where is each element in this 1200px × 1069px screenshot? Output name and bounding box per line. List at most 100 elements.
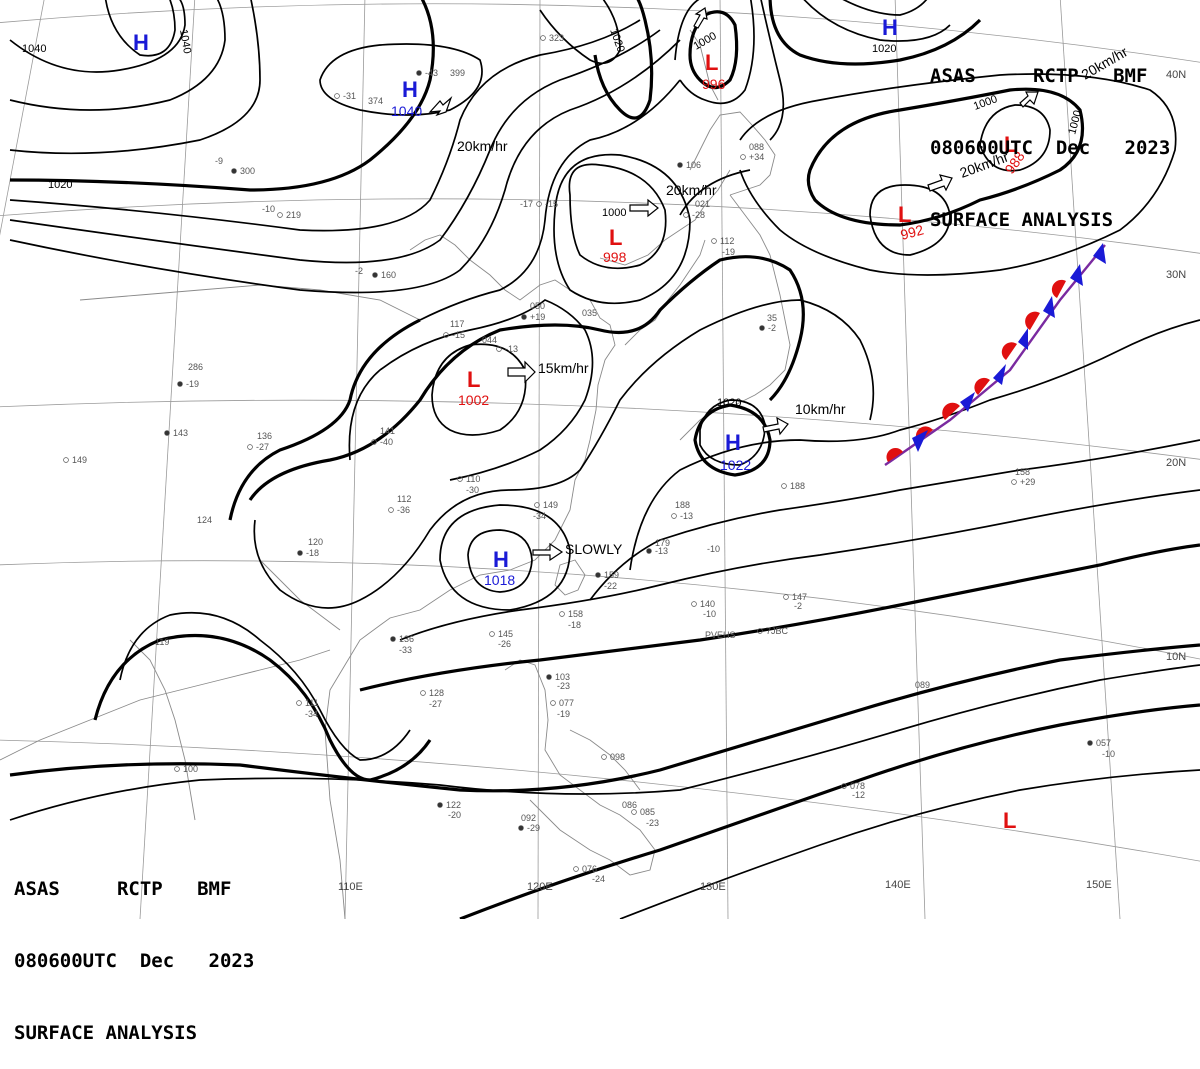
low-center-value: 1002 — [458, 392, 489, 408]
coordinate-labels: 40N 30N 20N 10N 110E 120E 130E 140E 150E — [338, 69, 1186, 893]
station-value: -13 — [680, 511, 693, 521]
low-center-symbol: L — [609, 225, 622, 250]
station-value: 086 — [622, 800, 637, 810]
station-value: 143 — [173, 428, 188, 438]
station-marker — [841, 783, 847, 789]
station-value: -2 — [355, 266, 363, 276]
station-value: 110 — [466, 474, 480, 484]
station-value: 140 — [700, 599, 715, 609]
station-value: -15 — [452, 330, 465, 340]
graticule — [0, 0, 1200, 919]
station-value: -13 — [655, 546, 668, 556]
station-value: 112 — [720, 236, 734, 246]
station-marker — [573, 866, 579, 872]
station-marker — [420, 690, 426, 696]
header-token: 080600UTC — [14, 950, 117, 972]
station-value: PVEHS — [705, 630, 736, 640]
station-value: -24 — [592, 874, 605, 884]
arrow-h1040 — [428, 96, 453, 117]
header-token: ASAS — [930, 65, 976, 87]
station-value: -18 — [568, 620, 581, 630]
stationary-front — [884, 243, 1106, 466]
isobar-label: 1040 — [177, 28, 193, 54]
station-value: 098 — [610, 752, 625, 762]
station-marker — [631, 809, 637, 815]
header-token: RCTP — [116, 878, 163, 900]
station-value: -40 — [380, 437, 393, 447]
high-center-value: 1018 — [484, 572, 515, 588]
station-value: 111 — [305, 698, 319, 708]
station-value: 145 — [498, 629, 513, 639]
station-marker — [63, 457, 69, 463]
station-value: 158 — [1015, 467, 1030, 477]
latitude-label: 30N — [1166, 269, 1186, 281]
station-value: 085 — [640, 807, 655, 817]
station-value: 147 — [792, 592, 807, 602]
station-marker — [677, 162, 683, 168]
station-value: -22 — [604, 581, 617, 591]
header-token: ASAS — [14, 878, 60, 900]
station-value: -17 — [520, 199, 533, 209]
movement-speed: 20km/hr — [666, 182, 717, 198]
station-value: -18 — [306, 548, 319, 558]
header-token: Dec — [139, 950, 175, 972]
station-marker — [277, 212, 283, 218]
station-marker — [437, 802, 443, 808]
station-value: 149 — [543, 500, 558, 510]
movement-speed: 20km/hr — [457, 138, 508, 154]
station-value: -27 — [429, 699, 442, 709]
high-center-symbol: H — [493, 547, 509, 572]
station-value: 219 — [286, 210, 301, 220]
station-marker — [783, 594, 789, 600]
coastlines — [0, 29, 791, 919]
isobars — [9, 0, 1200, 919]
longitude-label: 110E — [338, 881, 363, 893]
arrow-l988 — [1019, 91, 1039, 108]
station-value: 374 — [368, 96, 383, 106]
station-value: 188 — [675, 500, 690, 510]
station-value: -23 — [557, 681, 570, 691]
header-token: Dec — [1055, 137, 1091, 159]
station-marker — [489, 631, 495, 637]
header-line-2: 080600UTC Dec 2023 — [14, 949, 254, 973]
low-center-symbol: L — [1004, 132, 1017, 157]
surface-analysis-map: 1040 1040 1020 1020 1000 1000 1000 1000 … — [0, 0, 1200, 919]
station-value: -27 — [256, 442, 269, 452]
arrow-l992 — [927, 174, 953, 192]
station-value: 35 — [767, 313, 777, 323]
isobar-label: 1020 — [717, 397, 741, 409]
station-marker — [371, 439, 377, 445]
header-token: BMF — [1113, 65, 1148, 87]
movement-arrows — [428, 6, 1039, 562]
station-marker — [443, 332, 449, 338]
station-value: 149 — [72, 455, 87, 465]
arrow-l998 — [629, 198, 659, 218]
station-value: 117 — [450, 319, 464, 329]
station-value: -23 — [646, 818, 659, 828]
low-center-symbol: L — [705, 50, 718, 75]
station-marker — [231, 168, 237, 174]
header-line-1: ASAS RCTP BMF — [14, 877, 254, 901]
station-value: 078 — [850, 781, 865, 791]
header-token: RCTP — [1032, 65, 1079, 87]
station-value: -19 — [186, 379, 199, 389]
station-marker — [518, 825, 524, 831]
station-value: -19 — [557, 709, 570, 719]
isobar-label: 1020 — [872, 43, 896, 55]
latitude-label: 40N — [1166, 69, 1186, 81]
chart-header-top: ASAS RCTP BMF 080600UTC Dec 2023 SURFACE… — [930, 16, 1170, 256]
station-value: 035 — [582, 308, 597, 318]
station-value: 100 — [183, 764, 198, 774]
station-marker — [711, 238, 717, 244]
low-center-symbol: L — [467, 367, 480, 392]
station-value: 044 — [482, 335, 497, 345]
low-center-value: 998 — [603, 249, 627, 265]
station-value: -36 — [397, 505, 410, 515]
station-value: 076 — [582, 864, 597, 874]
station-value: 300 — [240, 166, 255, 176]
station-marker — [521, 314, 527, 320]
station-marker — [390, 636, 396, 642]
longitude-label: 130E — [700, 881, 726, 893]
station-value: -9 — [215, 156, 223, 166]
station-value: 106 — [686, 160, 701, 170]
